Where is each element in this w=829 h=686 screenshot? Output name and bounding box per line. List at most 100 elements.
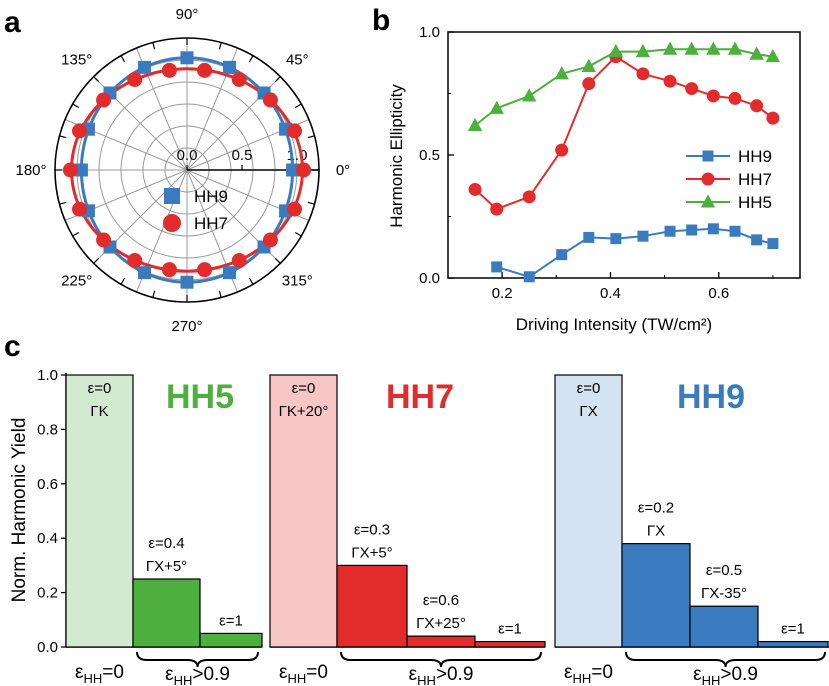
- b-x-axis-label: Driving Intensity (TW/cm²): [516, 315, 712, 334]
- legend-marker-hh7: [163, 214, 181, 232]
- hh9-point: [556, 249, 568, 261]
- hh5-point: [684, 41, 699, 55]
- bar-hh7-3: [474, 640, 546, 648]
- yield-bar-chart: Norm. Harmonic Yield 0.0 0.2 0.4 0.6 0.8 1.0 ε…: [9, 367, 829, 686]
- hh9-point: [767, 238, 779, 250]
- hh5-point: [749, 46, 764, 60]
- eps-hh-zero-label: εHH=0: [75, 662, 124, 686]
- bar-label: ε=1: [498, 621, 522, 638]
- curly-brace: [625, 651, 826, 668]
- polar-outer-tick: [307, 201, 315, 205]
- polar-outer-tick: [307, 135, 315, 139]
- c-y-tick-label: 1.0: [37, 367, 58, 384]
- polar-radial-tick-label: 0.5: [232, 147, 253, 164]
- polar-outer-tick: [93, 257, 100, 264]
- bar-group-hh5: ε=0 ΓK ε=0.4 ΓX+5° ε=1 HH5 εHH=0 εHH>0.9: [65, 374, 263, 686]
- b-legend-marker-hh9: [702, 150, 714, 162]
- hh7-polar-point: [62, 162, 78, 178]
- polar-outer-tick: [218, 42, 222, 50]
- polar-angle-label: 0°: [336, 162, 350, 179]
- eps-hh-high-label: εHH>0.9: [165, 664, 230, 686]
- bar-hh9-1: [621, 543, 691, 648]
- hh7-point: [663, 74, 677, 88]
- hh7-polar-point: [71, 201, 87, 217]
- hh7-polar-point: [262, 232, 278, 248]
- hh9-point: [729, 225, 741, 237]
- hh7-polar-point: [127, 252, 143, 268]
- panel-letter-c: c: [4, 330, 21, 363]
- polar-outer-tick: [152, 42, 156, 50]
- hh5-point: [662, 41, 678, 55]
- bar-label: ε=0.2: [638, 500, 674, 517]
- hh7-polar-point: [197, 62, 213, 78]
- legend-label-hh9: HH9: [194, 187, 228, 206]
- bar-hh9-2: [689, 605, 759, 648]
- bar-label: ε=0: [88, 380, 112, 397]
- polar-angle-label: 45°: [286, 52, 309, 69]
- b-legend-label-hh7: HH7: [738, 170, 772, 189]
- c-y-axis-label: Norm. Harmonic Yield: [9, 418, 30, 603]
- hh7-point: [522, 190, 536, 204]
- polar-outer-tick: [59, 201, 67, 205]
- bar-label: ΓX+25°: [416, 615, 466, 632]
- hh7-polar-point: [197, 262, 213, 278]
- c-y-tick-label: 0.6: [37, 476, 58, 493]
- hh5-point: [727, 41, 743, 55]
- hh7-polar-point: [296, 162, 312, 178]
- hh7-point: [555, 143, 569, 157]
- polar-outer-tick: [248, 277, 254, 285]
- c-y-tick-label: 0.8: [37, 421, 58, 438]
- b-legend-label-hh5: HH5: [738, 193, 772, 212]
- hh9-polar-point: [223, 60, 237, 74]
- bar-label: ΓX: [647, 523, 665, 540]
- hh7-polar-point: [96, 232, 112, 248]
- bar-label: ε=0: [577, 380, 601, 397]
- hh5-point: [581, 58, 596, 72]
- bar-hh5-1: [132, 578, 201, 648]
- hh9-point: [637, 230, 649, 242]
- b-x-tick-label: 0.4: [600, 285, 621, 302]
- polar-outer-tick: [152, 290, 156, 298]
- bar-label: ε=0.6: [423, 592, 459, 609]
- hh7-polar-point: [287, 123, 303, 139]
- b-x-tick-label: 0.2: [492, 285, 513, 302]
- c-y-tick-label: 0.4: [37, 530, 58, 547]
- polar-plot: 0.0 0.5 1.090°45°0°315°270°225°180°135°HH9…: [15, 6, 350, 335]
- panel-letter-a: a: [4, 6, 21, 39]
- b-legend-marker-hh7: [701, 172, 715, 186]
- hh9-point: [686, 224, 698, 236]
- bar-hh7-1: [336, 564, 408, 648]
- eps-hh-high-label: εHH>0.9: [409, 664, 474, 686]
- polar-angle-label: 90°: [176, 6, 199, 23]
- hh7-polar-point: [161, 62, 177, 78]
- bar-label: ΓK: [90, 403, 108, 420]
- b-y-axis-label: Harmonic Ellipticity: [387, 84, 406, 228]
- bar-hh7-2: [406, 635, 476, 648]
- b-y-tick-label: 1.0: [419, 24, 440, 41]
- legend-marker-hh9: [164, 188, 180, 204]
- hh9-polar-point: [286, 163, 300, 177]
- hh7-point: [490, 202, 504, 216]
- hh9-point: [583, 231, 595, 243]
- hh7-polar-point: [161, 262, 177, 278]
- hh5-point: [554, 66, 569, 80]
- group-title-hh7: HH7: [386, 378, 454, 416]
- hh7-point: [468, 182, 482, 196]
- c-y-tick-label: 0.0: [37, 639, 58, 656]
- hh5-point: [706, 41, 721, 55]
- polar-angle-label: 315°: [282, 272, 313, 289]
- hh7-polar-point: [71, 123, 87, 139]
- hh9-polar-point: [137, 266, 151, 280]
- polar-outer-tick: [59, 135, 67, 139]
- hh5-point: [635, 44, 651, 58]
- hh7-polar-point: [96, 92, 112, 108]
- hh7-polar-point: [231, 72, 247, 88]
- polar-outer-tick: [72, 231, 80, 237]
- hh7-point: [636, 67, 650, 81]
- hh7-point: [706, 89, 720, 103]
- hh9-polar-point: [74, 163, 88, 177]
- hh7-line: [474, 55, 774, 211]
- hh9-polar-point: [180, 51, 194, 65]
- hh9-polar-point: [223, 266, 237, 280]
- hh7-point: [750, 99, 764, 113]
